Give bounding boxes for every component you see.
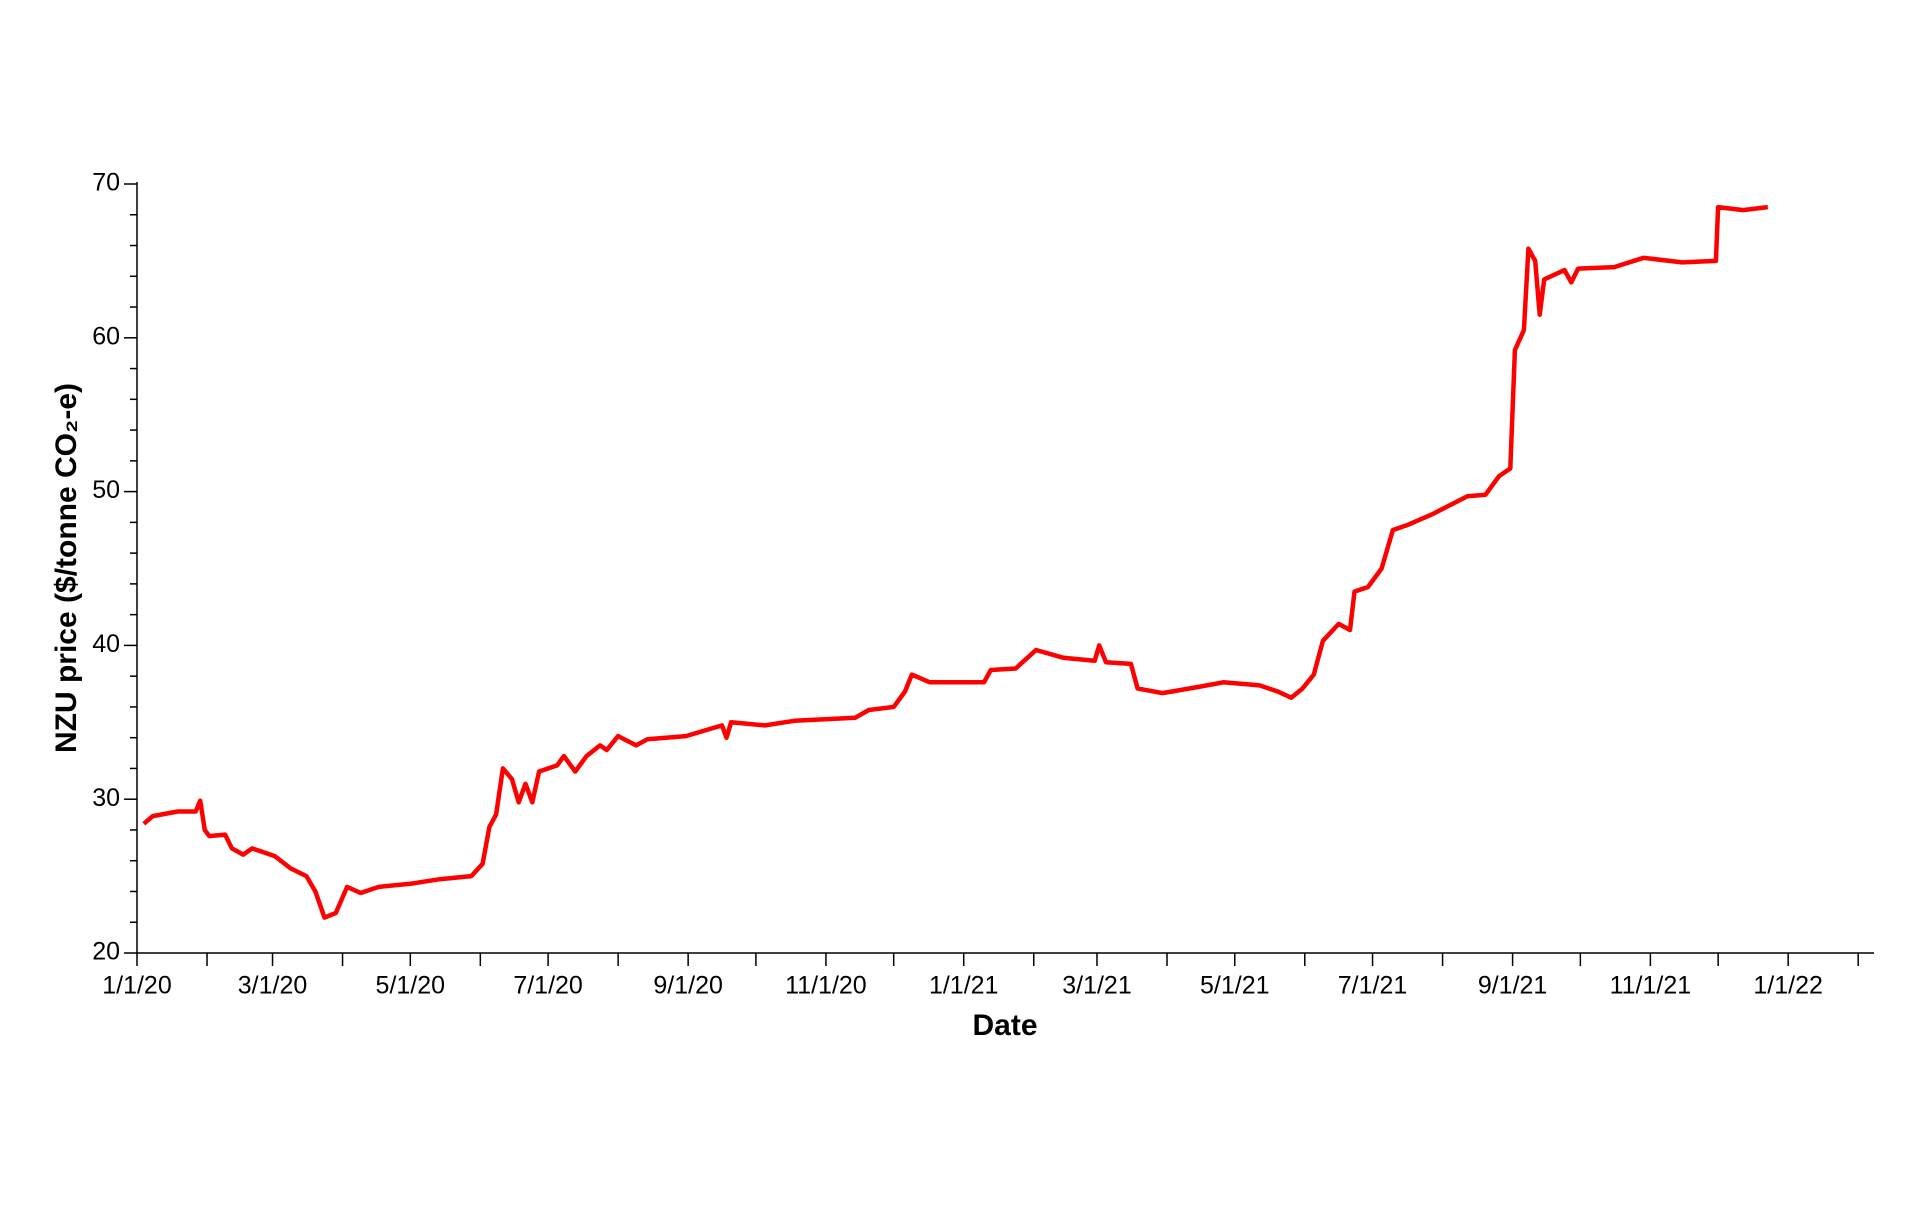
price-line — [142, 204, 1769, 920]
y-axis-title: NZU price ($/tonne CO₂-e) — [50, 383, 83, 753]
y-tick-label: 40 — [92, 630, 120, 658]
y-tick-label: 50 — [92, 476, 120, 504]
x-tick-label: 9/1/20 — [653, 972, 723, 1000]
x-tick-label: 1/1/21 — [929, 972, 999, 1000]
x-tick-label: 7/1/20 — [513, 972, 583, 1000]
x-axis-title: Date — [972, 1009, 1037, 1042]
x-tick-label: 7/1/21 — [1338, 972, 1408, 1000]
x-tick-label: 1/1/20 — [102, 972, 172, 1000]
x-tick-label: 9/1/21 — [1478, 972, 1548, 1000]
x-tick-label: 3/1/21 — [1062, 972, 1132, 1000]
x-tick-label: 5/1/21 — [1200, 972, 1270, 1000]
y-tick-label: 70 — [92, 169, 120, 197]
x-tick-label: 1/1/22 — [1753, 972, 1823, 1000]
y-tick-label: 20 — [92, 938, 120, 966]
y-tick-label: 30 — [92, 784, 120, 812]
x-tick-label: 3/1/20 — [238, 972, 308, 1000]
y-tick-label: 60 — [92, 322, 120, 350]
x-tick-label: 5/1/20 — [376, 972, 446, 1000]
x-tick-label: 11/1/20 — [785, 972, 867, 1000]
x-tick-label: 11/1/21 — [1610, 972, 1692, 1000]
